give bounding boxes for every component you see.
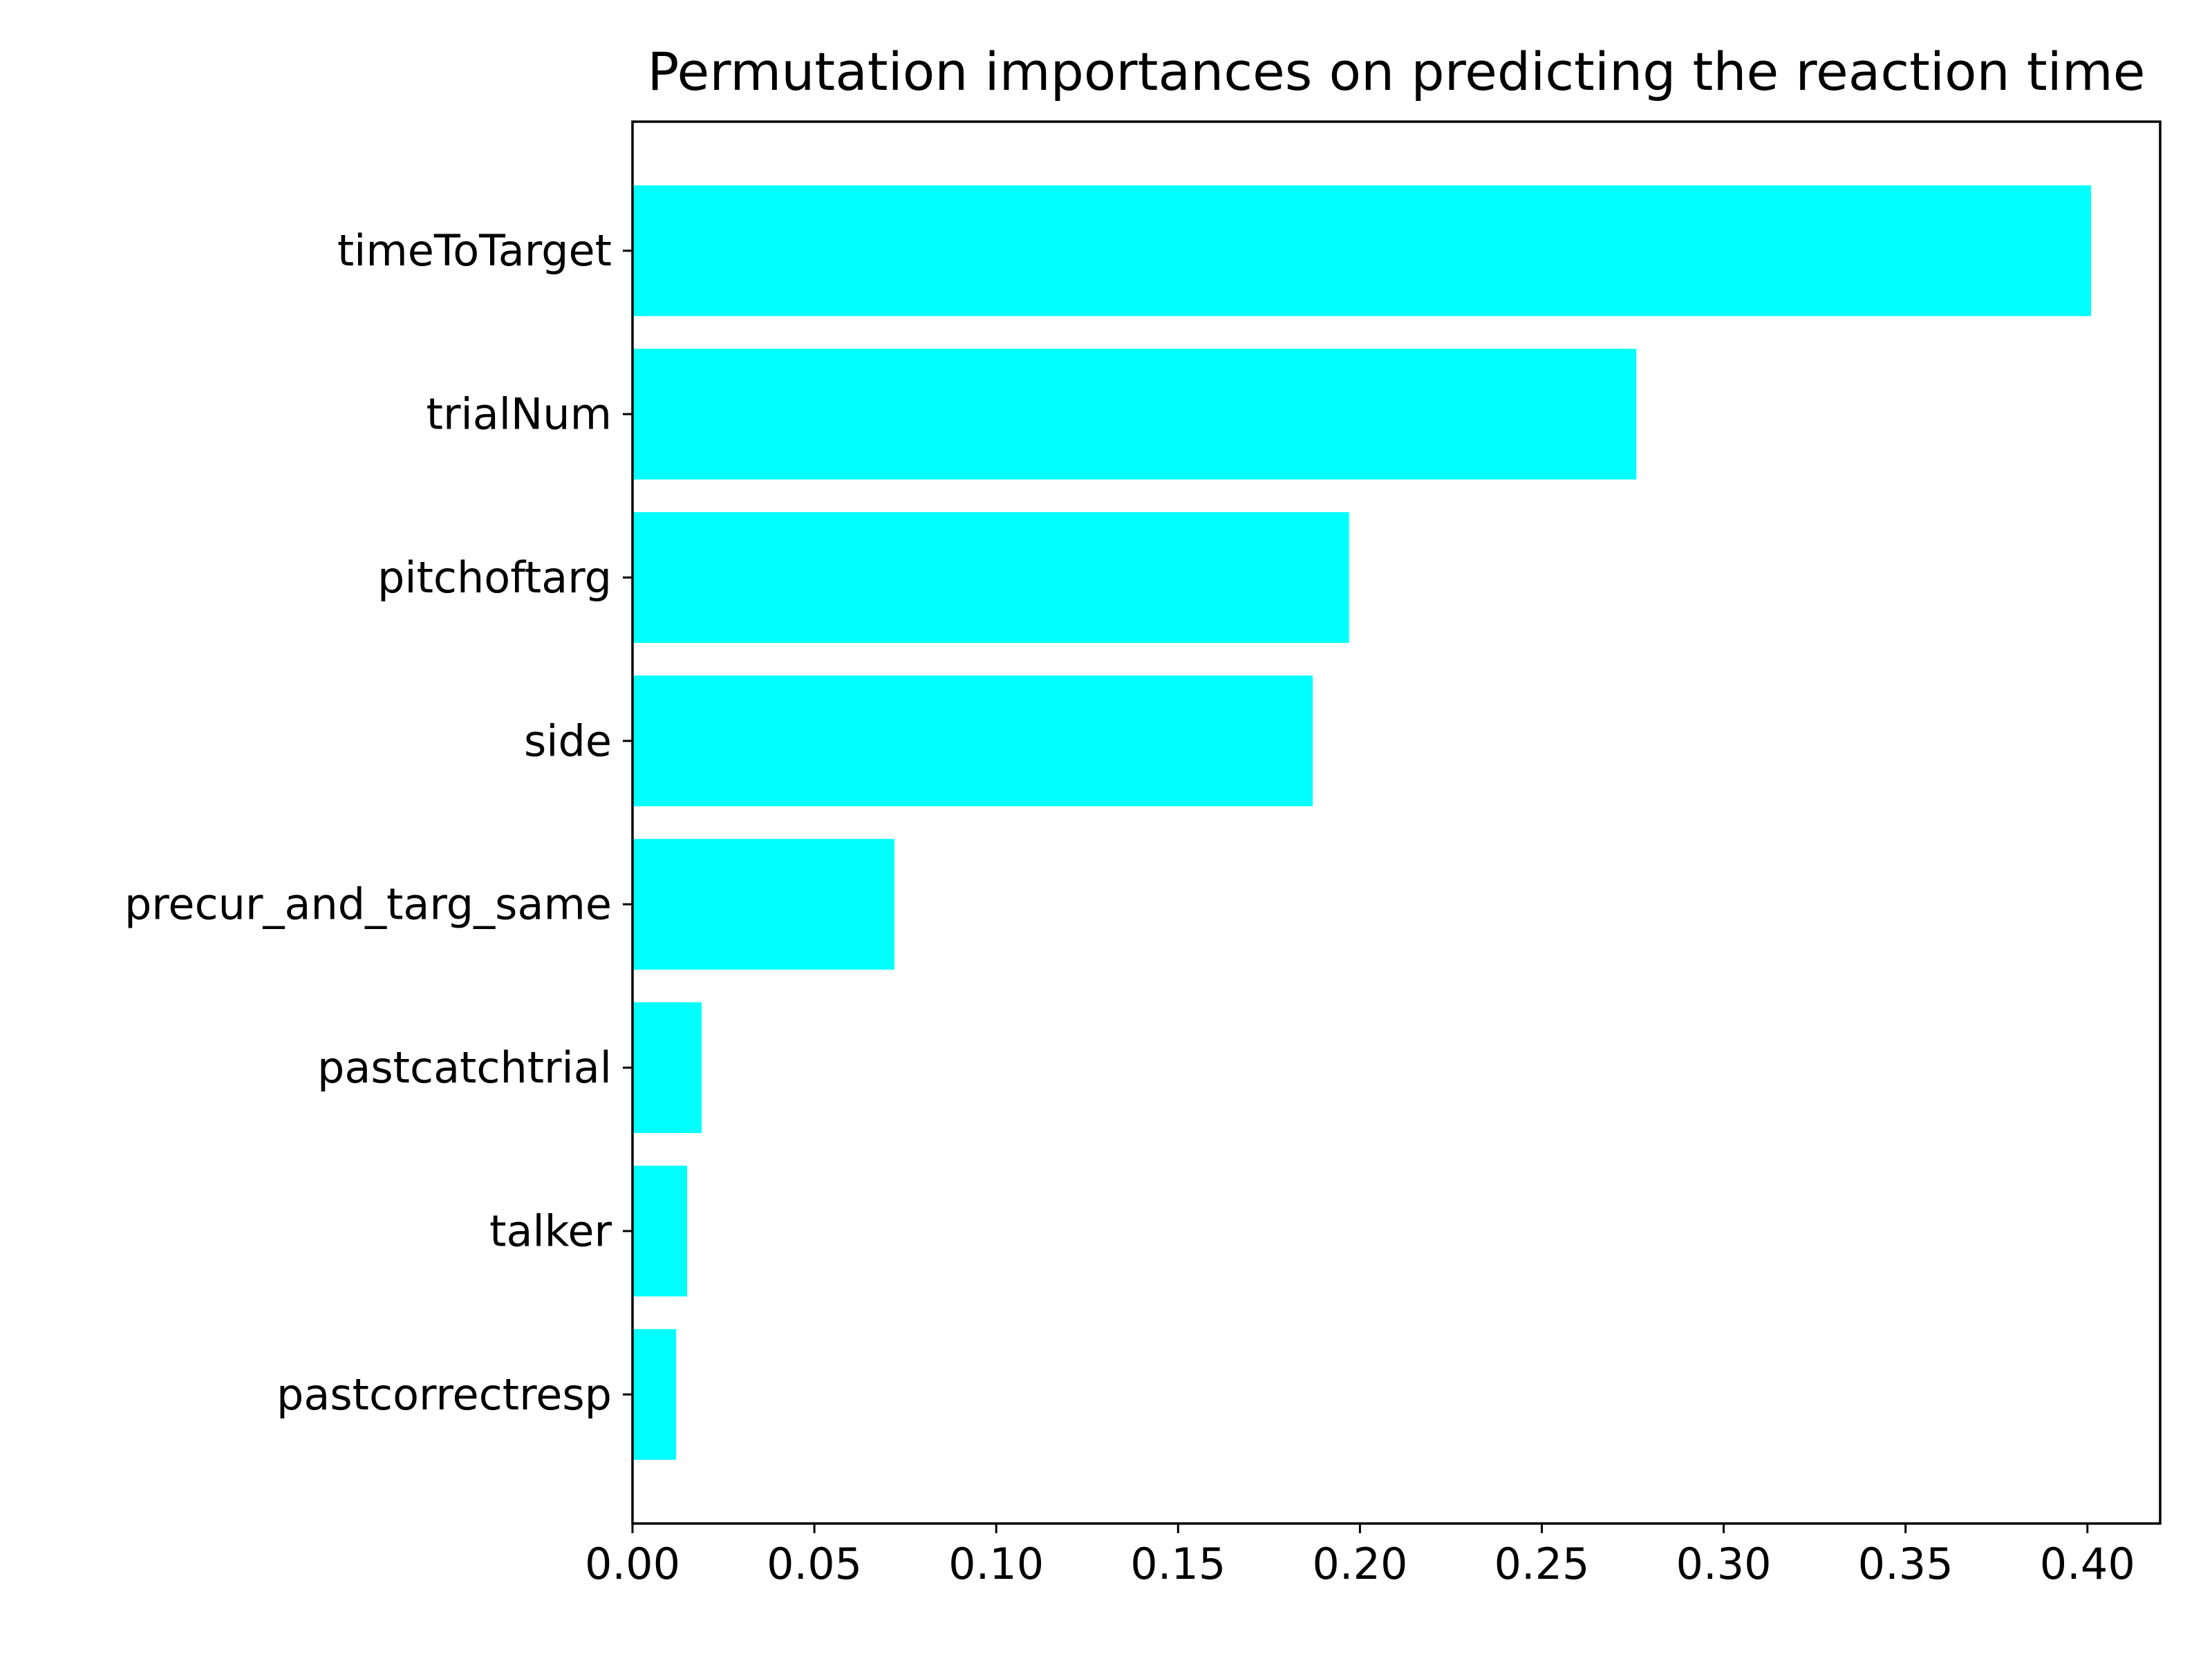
y-tick-label: pastcorrectresp (276, 1369, 612, 1420)
bar-trialNum (632, 348, 1637, 480)
y-tick-label: side (524, 715, 612, 766)
y-tick-label: timeToTarget (337, 225, 612, 276)
bar-precur_and_targ_same (632, 838, 894, 970)
x-tick-label: 0.40 (2040, 1539, 2135, 1589)
x-tick-label: 0.25 (1494, 1539, 1589, 1589)
y-tick-label: precur_and_targ_same (124, 879, 612, 930)
bar-pastcorrectresp (632, 1329, 677, 1460)
y-tick-label: pitchoftarg (377, 552, 612, 603)
bar-talker (632, 1165, 687, 1297)
x-axis: 0.00 0.05 0.10 0.15 0.20 0.25 0.30 0.35 0.40 (585, 1524, 2135, 1589)
chart-title: Permutation importances on predicting th… (647, 41, 2145, 102)
x-tick-label: 0.35 (1858, 1539, 1953, 1589)
y-tick-label: talker (489, 1206, 612, 1256)
x-tick-label: 0.30 (1676, 1539, 1772, 1589)
x-tick-label: 0.15 (1130, 1539, 1226, 1589)
bar-pastcatchtrial (632, 1002, 702, 1134)
x-tick-label: 0.05 (767, 1539, 862, 1589)
y-tick-label: pastcatchtrial (317, 1042, 612, 1093)
bar-side (632, 675, 1313, 807)
x-tick-label: 0.10 (948, 1539, 1044, 1589)
bars-layer (632, 185, 2092, 1460)
y-axis: timeToTarget trialNum pitchoftarg side precu… (124, 225, 632, 1420)
bar-timeToTarget (632, 185, 2092, 317)
y-tick-label: trialNum (427, 389, 612, 440)
plot-frame (631, 120, 2162, 1525)
x-tick-label: 0.20 (1312, 1539, 1407, 1589)
x-tick-label: 0.00 (585, 1539, 680, 1589)
bar-pitchoftarg (632, 512, 1349, 643)
